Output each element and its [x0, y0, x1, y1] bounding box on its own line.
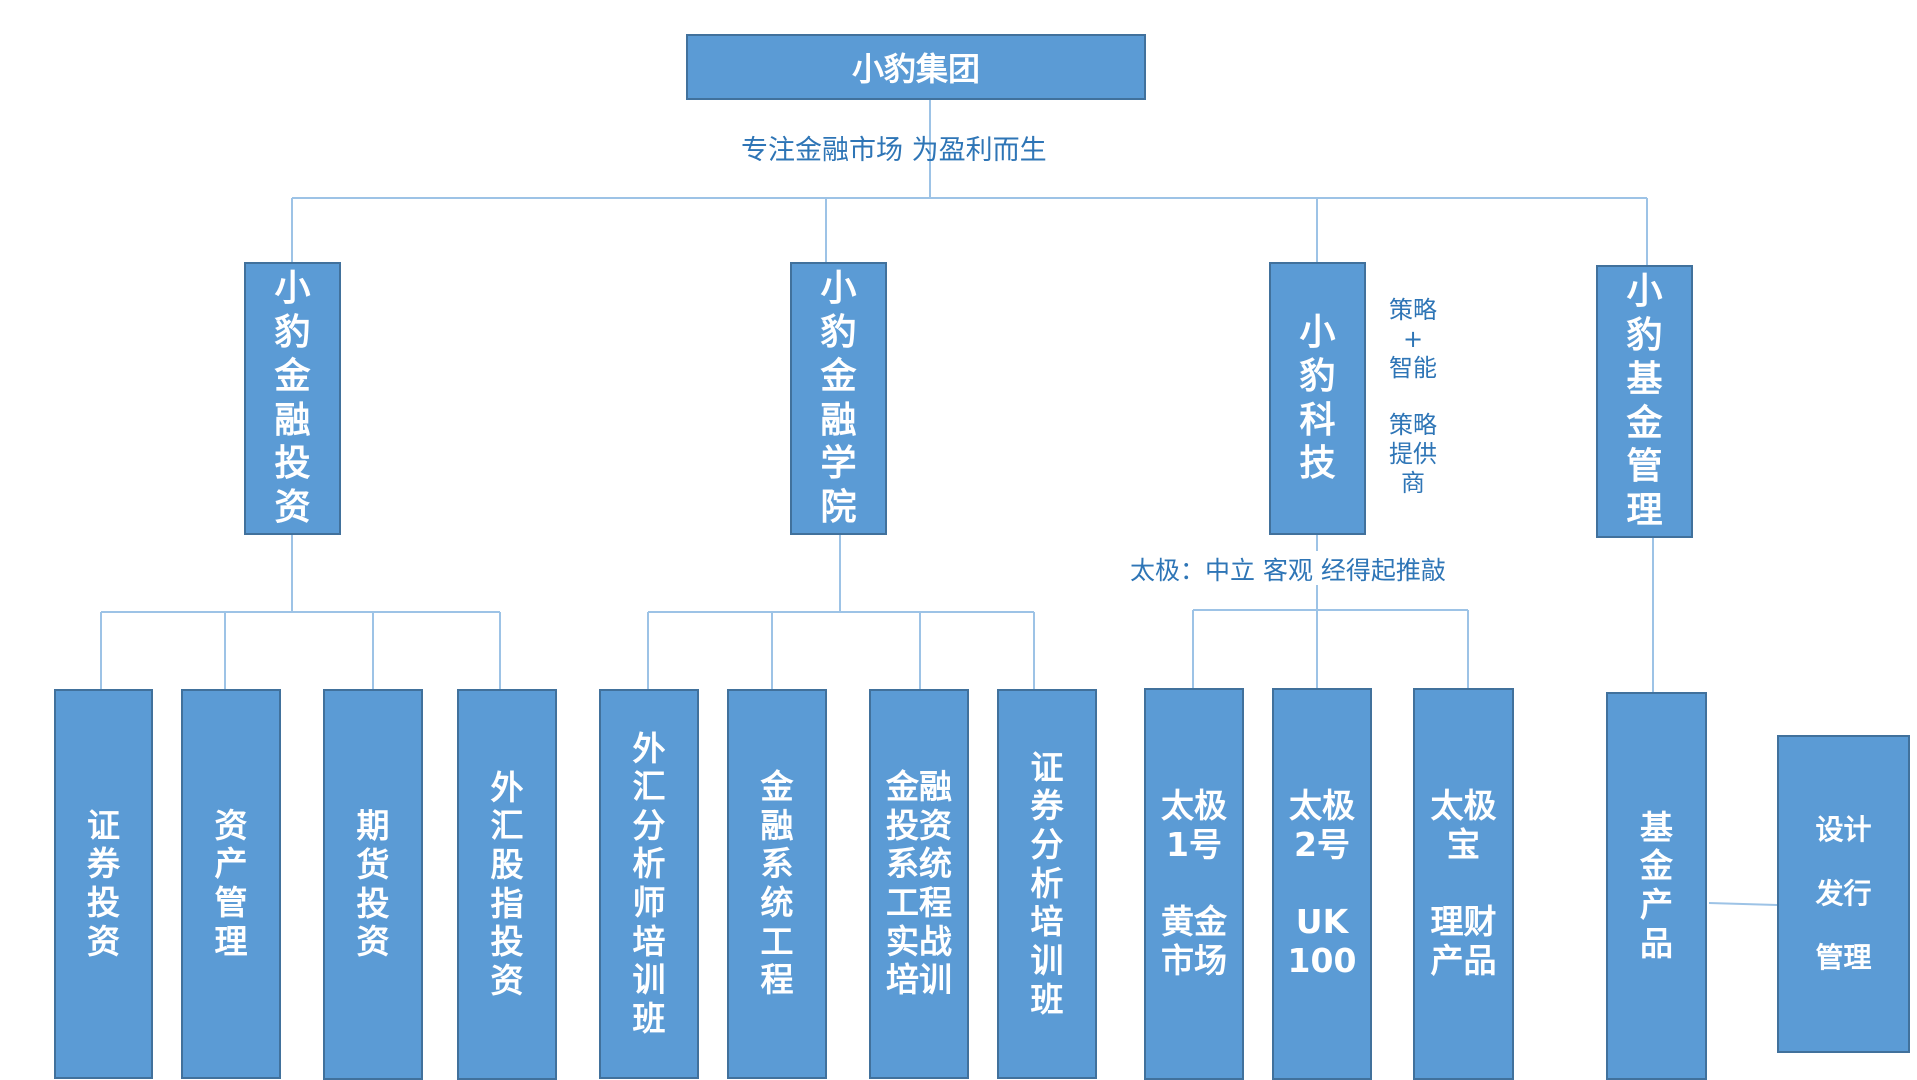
root-node: 小豹集团 [686, 34, 1146, 100]
box-design-issue-manage: 设计 发行 管理 [1777, 735, 1910, 1053]
tech-side-note: 策略 + 智能 策略 提供 商 [1389, 296, 1437, 497]
leaf-financial-systems-engineering: 金 融 系 统 工 程 [727, 689, 827, 1079]
leaf-forex-index-investment: 外 汇 股 指 投 资 [457, 689, 557, 1080]
leaf-securities-analysis-course: 证 券 分 析 培 训 班 [997, 689, 1097, 1079]
tech-note: 太极：中立 客观 经得起推敲 [1130, 556, 1446, 585]
branch-finance-investment: 小 豹 金 融 投 资 [244, 262, 341, 535]
branch-fund-management: 小 豹 基 金 管 理 [1596, 265, 1693, 538]
leaf-forex-analyst-course: 外 汇 分 析 师 培 训 班 [599, 689, 699, 1079]
leaf-futures-investment: 期 货 投 资 [323, 689, 423, 1080]
root-slogan: 专注金融市场 为盈利而生 [741, 135, 1047, 166]
leaf-taiji-1: 太极 1号 黄金 市场 [1144, 688, 1244, 1080]
leaf-investment-systems-training: 金融 投资 系统 工程 实战 培训 [869, 689, 969, 1079]
leaf-taiji-bao: 太极 宝 理财 产品 [1413, 688, 1514, 1080]
branch-finance-academy: 小 豹 金 融 学 院 [790, 262, 887, 535]
branch-technology: 小 豹 科 技 [1269, 262, 1366, 535]
leaf-taiji-2: 太极 2号 UK 100 [1272, 688, 1372, 1080]
leaf-fund-products: 基 金 产 品 [1606, 692, 1707, 1080]
leaf-securities-investment: 证 券 投 资 [54, 689, 153, 1079]
leaf-asset-management: 资 产 管 理 [181, 689, 281, 1079]
